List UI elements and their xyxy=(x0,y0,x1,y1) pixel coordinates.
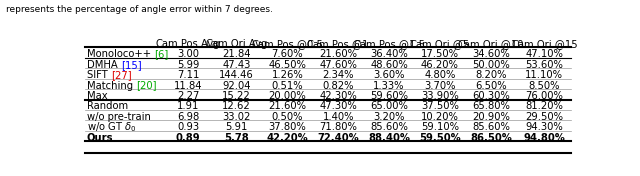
Text: 20.00%: 20.00% xyxy=(268,91,306,101)
Text: 8.50%: 8.50% xyxy=(529,81,560,91)
Text: Cam.Pos.@1: Cam.Pos.@1 xyxy=(307,39,369,49)
Text: 33.02: 33.02 xyxy=(222,112,251,122)
Text: 1.26%: 1.26% xyxy=(271,70,303,80)
Text: 21.60%: 21.60% xyxy=(319,49,357,59)
Text: w/o GT $\delta_0$: w/o GT $\delta_0$ xyxy=(87,120,137,134)
Text: 94.80%: 94.80% xyxy=(524,133,565,143)
Text: 21.60%: 21.60% xyxy=(268,101,307,111)
Text: 6.50%: 6.50% xyxy=(475,81,507,91)
Text: 37.50%: 37.50% xyxy=(421,101,459,111)
Text: Monoloco++: Monoloco++ xyxy=(87,49,154,59)
Text: 88.40%: 88.40% xyxy=(368,133,410,143)
Text: 65.00%: 65.00% xyxy=(370,101,408,111)
Text: 144.46: 144.46 xyxy=(219,70,253,80)
Text: [27]: [27] xyxy=(111,70,131,80)
Text: 85.60%: 85.60% xyxy=(370,122,408,132)
Text: 46.50%: 46.50% xyxy=(268,60,306,70)
Text: 17.50%: 17.50% xyxy=(421,49,459,59)
Text: 46.20%: 46.20% xyxy=(421,60,459,70)
Text: [15]: [15] xyxy=(121,60,141,70)
Text: 34.60%: 34.60% xyxy=(472,49,509,59)
Text: 37.80%: 37.80% xyxy=(268,122,306,132)
Text: 36.40%: 36.40% xyxy=(370,49,408,59)
Text: 94.30%: 94.30% xyxy=(525,122,563,132)
Text: 59.50%: 59.50% xyxy=(419,133,461,143)
Text: Cam.Ori.@15: Cam.Ori.@15 xyxy=(511,39,578,49)
Text: 1.33%: 1.33% xyxy=(373,81,405,91)
Text: 12.62: 12.62 xyxy=(222,101,251,111)
Text: 15.22: 15.22 xyxy=(222,91,251,101)
Text: 71.80%: 71.80% xyxy=(319,122,357,132)
Text: DMHA: DMHA xyxy=(87,60,121,70)
Text: 5.78: 5.78 xyxy=(224,133,249,143)
Text: 0.89: 0.89 xyxy=(176,133,200,143)
Text: 2.34%: 2.34% xyxy=(323,70,354,80)
Text: SIFT: SIFT xyxy=(87,70,111,80)
Text: 81.20%: 81.20% xyxy=(525,101,563,111)
Text: 53.60%: 53.60% xyxy=(525,60,563,70)
Text: 29.50%: 29.50% xyxy=(525,112,563,122)
Text: 0.51%: 0.51% xyxy=(271,81,303,91)
Text: 7.11: 7.11 xyxy=(177,70,199,80)
Text: 33.90%: 33.90% xyxy=(421,91,459,101)
Text: 60.30%: 60.30% xyxy=(472,91,509,101)
Text: 3.00: 3.00 xyxy=(177,49,199,59)
Text: 1.91: 1.91 xyxy=(177,101,199,111)
Text: 76.00%: 76.00% xyxy=(525,91,563,101)
Text: represents the percentage of angle error within 7 degrees.: represents the percentage of angle error… xyxy=(6,5,273,14)
Text: 8.20%: 8.20% xyxy=(475,70,507,80)
Text: 4.80%: 4.80% xyxy=(424,70,456,80)
Text: Matching: Matching xyxy=(87,81,136,91)
Text: Cam.Ori.@5: Cam.Ori.@5 xyxy=(410,39,470,49)
Text: 0.93: 0.93 xyxy=(177,122,199,132)
Text: 11.10%: 11.10% xyxy=(525,70,563,80)
Text: 86.50%: 86.50% xyxy=(470,133,512,143)
Text: Cam.Ori.@10: Cam.Ori.@10 xyxy=(458,39,524,49)
Text: 3.60%: 3.60% xyxy=(373,70,405,80)
Text: [6]: [6] xyxy=(154,49,168,59)
Text: 6.98: 6.98 xyxy=(177,112,199,122)
Text: 85.60%: 85.60% xyxy=(472,122,510,132)
Text: w/o pre-train: w/o pre-train xyxy=(87,112,151,122)
Text: Max: Max xyxy=(87,91,108,101)
Text: 2.27: 2.27 xyxy=(177,91,199,101)
Text: 42.20%: 42.20% xyxy=(266,133,308,143)
Text: Random: Random xyxy=(87,101,128,111)
Text: 59.60%: 59.60% xyxy=(370,91,408,101)
Text: Cam.Pos.Avg: Cam.Pos.Avg xyxy=(156,39,220,49)
Text: 47.60%: 47.60% xyxy=(319,60,357,70)
Text: 11.84: 11.84 xyxy=(174,81,202,91)
Text: 0.82%: 0.82% xyxy=(323,81,354,91)
Text: 47.30%: 47.30% xyxy=(319,101,357,111)
Text: 0.50%: 0.50% xyxy=(271,112,303,122)
Text: [20]: [20] xyxy=(136,81,157,91)
Text: 59.10%: 59.10% xyxy=(421,122,459,132)
Text: 92.04: 92.04 xyxy=(222,81,251,91)
Text: 50.00%: 50.00% xyxy=(472,60,509,70)
Text: Cam.Ori.Avg: Cam.Ori.Avg xyxy=(205,39,268,49)
Text: 1.40%: 1.40% xyxy=(323,112,354,122)
Text: 42.30%: 42.30% xyxy=(319,91,357,101)
Text: Ours: Ours xyxy=(87,133,113,143)
Text: 5.91: 5.91 xyxy=(225,122,248,132)
Text: 48.60%: 48.60% xyxy=(370,60,408,70)
Text: 72.40%: 72.40% xyxy=(317,133,359,143)
Text: 10.20%: 10.20% xyxy=(421,112,459,122)
Text: 3.70%: 3.70% xyxy=(424,81,456,91)
Text: 20.90%: 20.90% xyxy=(472,112,510,122)
Text: 65.80%: 65.80% xyxy=(472,101,510,111)
Text: 47.43: 47.43 xyxy=(222,60,251,70)
Text: 3.20%: 3.20% xyxy=(373,112,405,122)
Text: Cam.Pos.@0.5: Cam.Pos.@0.5 xyxy=(252,39,323,49)
Text: 7.60%: 7.60% xyxy=(271,49,303,59)
Text: 5.99: 5.99 xyxy=(177,60,199,70)
Text: 21.84: 21.84 xyxy=(222,49,251,59)
Text: Cam.Pos.@1.5: Cam.Pos.@1.5 xyxy=(353,39,425,49)
Text: 47.10%: 47.10% xyxy=(525,49,563,59)
